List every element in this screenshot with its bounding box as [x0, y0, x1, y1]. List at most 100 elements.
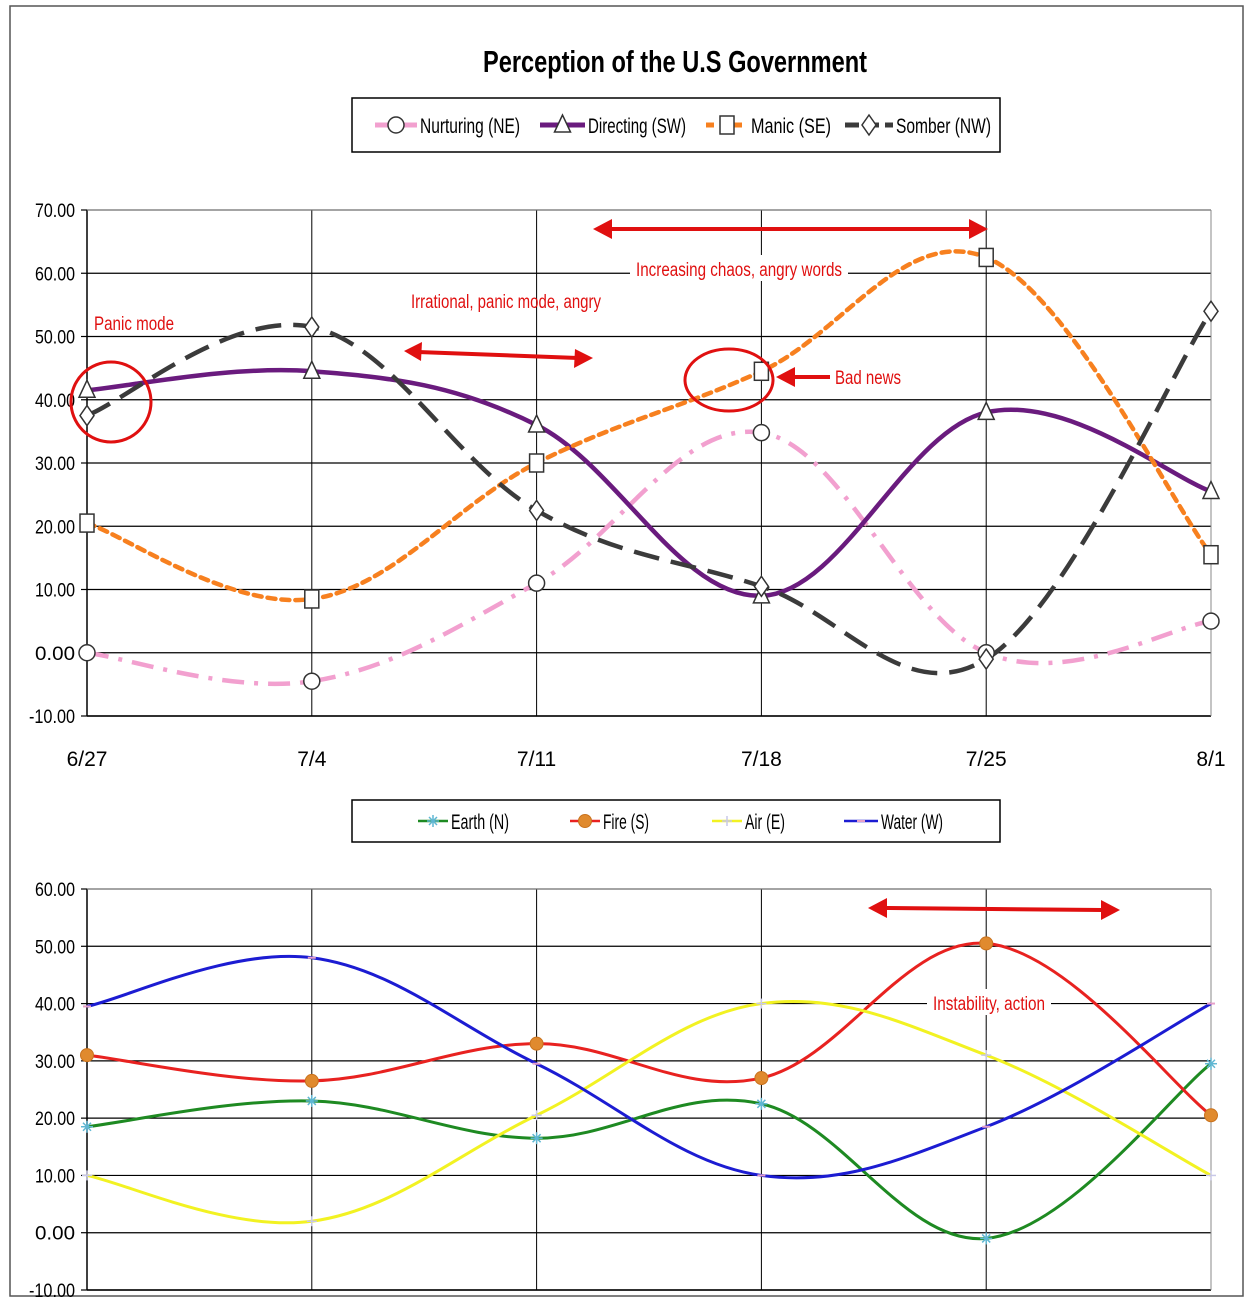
- y-tick-label: -10.00: [29, 1281, 75, 1298]
- legend-marker: [387, 116, 405, 134]
- y-tick-label: 20.00: [35, 1109, 75, 1130]
- legend-top-chart: Nurturing (NE) Directing (SW) Manic (SE) So…: [351, 97, 1001, 153]
- legend-entry: Air (E): [712, 811, 785, 834]
- bottom-chart-series: [80, 936, 1218, 1245]
- data-point-fire-s: [754, 1071, 769, 1086]
- top-chart-annotations: Panic mode Irrational, panic mode, angry…: [69, 219, 988, 444]
- y-tick-label: 0.00: [35, 1224, 75, 1245]
- data-point-nurturing-ne: [303, 672, 321, 690]
- legend-entry: Manic (SE): [706, 115, 831, 138]
- legend-marker: [719, 115, 735, 135]
- y-tick-label: 0.00: [35, 644, 75, 665]
- data-point-directing-sw: [1201, 479, 1221, 500]
- bottom-chart-y-tick-labels: 60.00 50.00 40.00 30.00 20.00 10.00 0.00 -10.00: [29, 880, 75, 1298]
- data-point-fire-s: [979, 936, 994, 951]
- data-point-fire-s: [529, 1036, 544, 1051]
- bottom-chart-gridlines: [86, 888, 1212, 1291]
- data-point-nurturing-ne: [1202, 612, 1220, 630]
- top-chart-axes: [81, 209, 1212, 717]
- legend-entry: Earth (N): [418, 811, 509, 834]
- annotation-chaos-bg: [630, 255, 848, 281]
- y-tick-label: 40.00: [35, 995, 75, 1016]
- data-point-directing-sw: [977, 400, 996, 421]
- data-point-nurturing-ne: [752, 423, 771, 442]
- data-point-manic-se: [1203, 544, 1219, 565]
- x-tick-label: 7/11: [517, 748, 556, 771]
- annotation-arrow-instability: [868, 898, 1120, 920]
- annotation-bad-news: Bad news: [835, 368, 901, 389]
- series-line-water-w: [86, 954, 1212, 1180]
- data-point-manic-se: [304, 589, 320, 609]
- data-point-earth-n: [755, 1097, 768, 1110]
- legend-marker: [578, 814, 592, 828]
- top-chart-x-tick-labels: 6/27 7/4 7/11 7/18 7/25 8/1: [67, 748, 1226, 771]
- series-line-fire-s: [86, 941, 1212, 1117]
- annotation-instability: Instability, action: [933, 994, 1045, 1015]
- legend-entry: Somber (NW): [845, 113, 991, 138]
- data-point-nurturing-ne: [527, 574, 546, 592]
- data-point-earth-n: [980, 1232, 993, 1245]
- bottom-chart-annotations: Instability, action: [868, 898, 1120, 1015]
- x-tick-label: 7/4: [297, 748, 327, 771]
- x-tick-label: 7/25: [966, 748, 1007, 771]
- data-point-somber-nw: [1203, 299, 1219, 323]
- data-point-manic-se: [978, 247, 994, 268]
- y-tick-label: 10.00: [35, 581, 75, 602]
- data-point-nurturing-ne: [78, 644, 96, 662]
- series-line-somber-nw: [86, 309, 1213, 676]
- data-point-somber-nw: [79, 404, 95, 427]
- data-point-directing-sw: [77, 378, 97, 399]
- bottom-chart-axes: [81, 888, 1212, 1291]
- annotation-irrational: Irrational, panic mode, angry: [411, 292, 601, 313]
- top-chart-series: [77, 247, 1221, 690]
- legend-marker: [722, 816, 732, 826]
- annotation-panic-mode: Panic mode: [94, 314, 174, 335]
- series-line-earth-n: [86, 1062, 1212, 1240]
- data-point-air-e: [531, 1110, 542, 1121]
- series-line-directing-sw: [86, 367, 1212, 599]
- data-point-directing-sw: [527, 413, 546, 433]
- data-point-air-e: [306, 1216, 317, 1227]
- data-point-somber-nw: [303, 315, 320, 339]
- bad-news-highlight-ellipse: [683, 347, 775, 413]
- data-point-somber-nw: [753, 575, 770, 598]
- chart-title: Perception of the U.S Government: [483, 44, 867, 79]
- data-point-earth-n: [1205, 1057, 1217, 1070]
- data-point-fire-s: [304, 1073, 319, 1088]
- data-point-somber-nw: [978, 647, 995, 671]
- legend-label: Water (W): [881, 811, 943, 834]
- series-line-air-e: [86, 999, 1212, 1225]
- x-tick-label: 6/27: [67, 748, 108, 771]
- y-tick-label: 70.00: [35, 201, 75, 222]
- legend-entry: Directing (SW): [540, 113, 686, 138]
- y-tick-label: 50.00: [35, 937, 75, 958]
- y-tick-label: 20.00: [35, 517, 75, 538]
- legend-entry: Fire (S): [570, 811, 649, 834]
- data-point-air-e: [756, 998, 767, 1009]
- legend-label: Earth (N): [451, 811, 509, 834]
- legend-label: Directing (SW): [588, 115, 686, 138]
- legend-marker: [861, 113, 877, 137]
- y-tick-label: 60.00: [35, 880, 75, 901]
- y-tick-label: -10.00: [29, 707, 75, 728]
- data-point-directing-sw: [302, 359, 321, 380]
- y-tick-label: 60.00: [35, 264, 75, 285]
- data-point-fire-s: [80, 1048, 94, 1063]
- data-point-manic-se: [753, 361, 770, 382]
- legend-label: Air (E): [745, 811, 785, 834]
- annotation-increasing-chaos: Increasing chaos, angry words: [636, 260, 842, 281]
- y-tick-label: 40.00: [35, 391, 75, 412]
- legend-entry: Water (W): [844, 811, 943, 834]
- annotation-arrow-bad-news: [776, 367, 830, 387]
- x-tick-label: 8/1: [1196, 748, 1225, 771]
- legend-label: Manic (SE): [751, 115, 831, 138]
- panic-highlight-circle: [69, 360, 153, 444]
- y-tick-label: 50.00: [35, 328, 75, 349]
- annotation-arrow-chaos: [593, 219, 988, 239]
- data-point-air-e: [981, 1050, 992, 1061]
- data-point-earth-n: [530, 1132, 543, 1145]
- series-line-nurturing-ne: [86, 429, 1212, 687]
- legend-box: [351, 799, 1001, 843]
- data-point-earth-n: [81, 1120, 93, 1133]
